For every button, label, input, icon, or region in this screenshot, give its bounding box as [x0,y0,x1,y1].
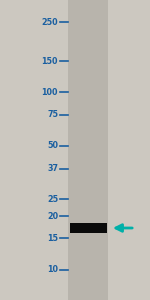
Text: 15: 15 [47,234,58,243]
Text: 37: 37 [47,164,58,173]
Text: 250: 250 [41,17,58,26]
Text: 10: 10 [47,265,58,274]
Bar [70,223,107,233]
Text: 50: 50 [47,141,58,150]
Text: 20: 20 [47,212,58,221]
Text: 75: 75 [47,110,58,119]
Bar [68,0,108,300]
Text: 150: 150 [42,57,58,66]
Text: 25: 25 [47,195,58,204]
Text: 100: 100 [42,88,58,97]
